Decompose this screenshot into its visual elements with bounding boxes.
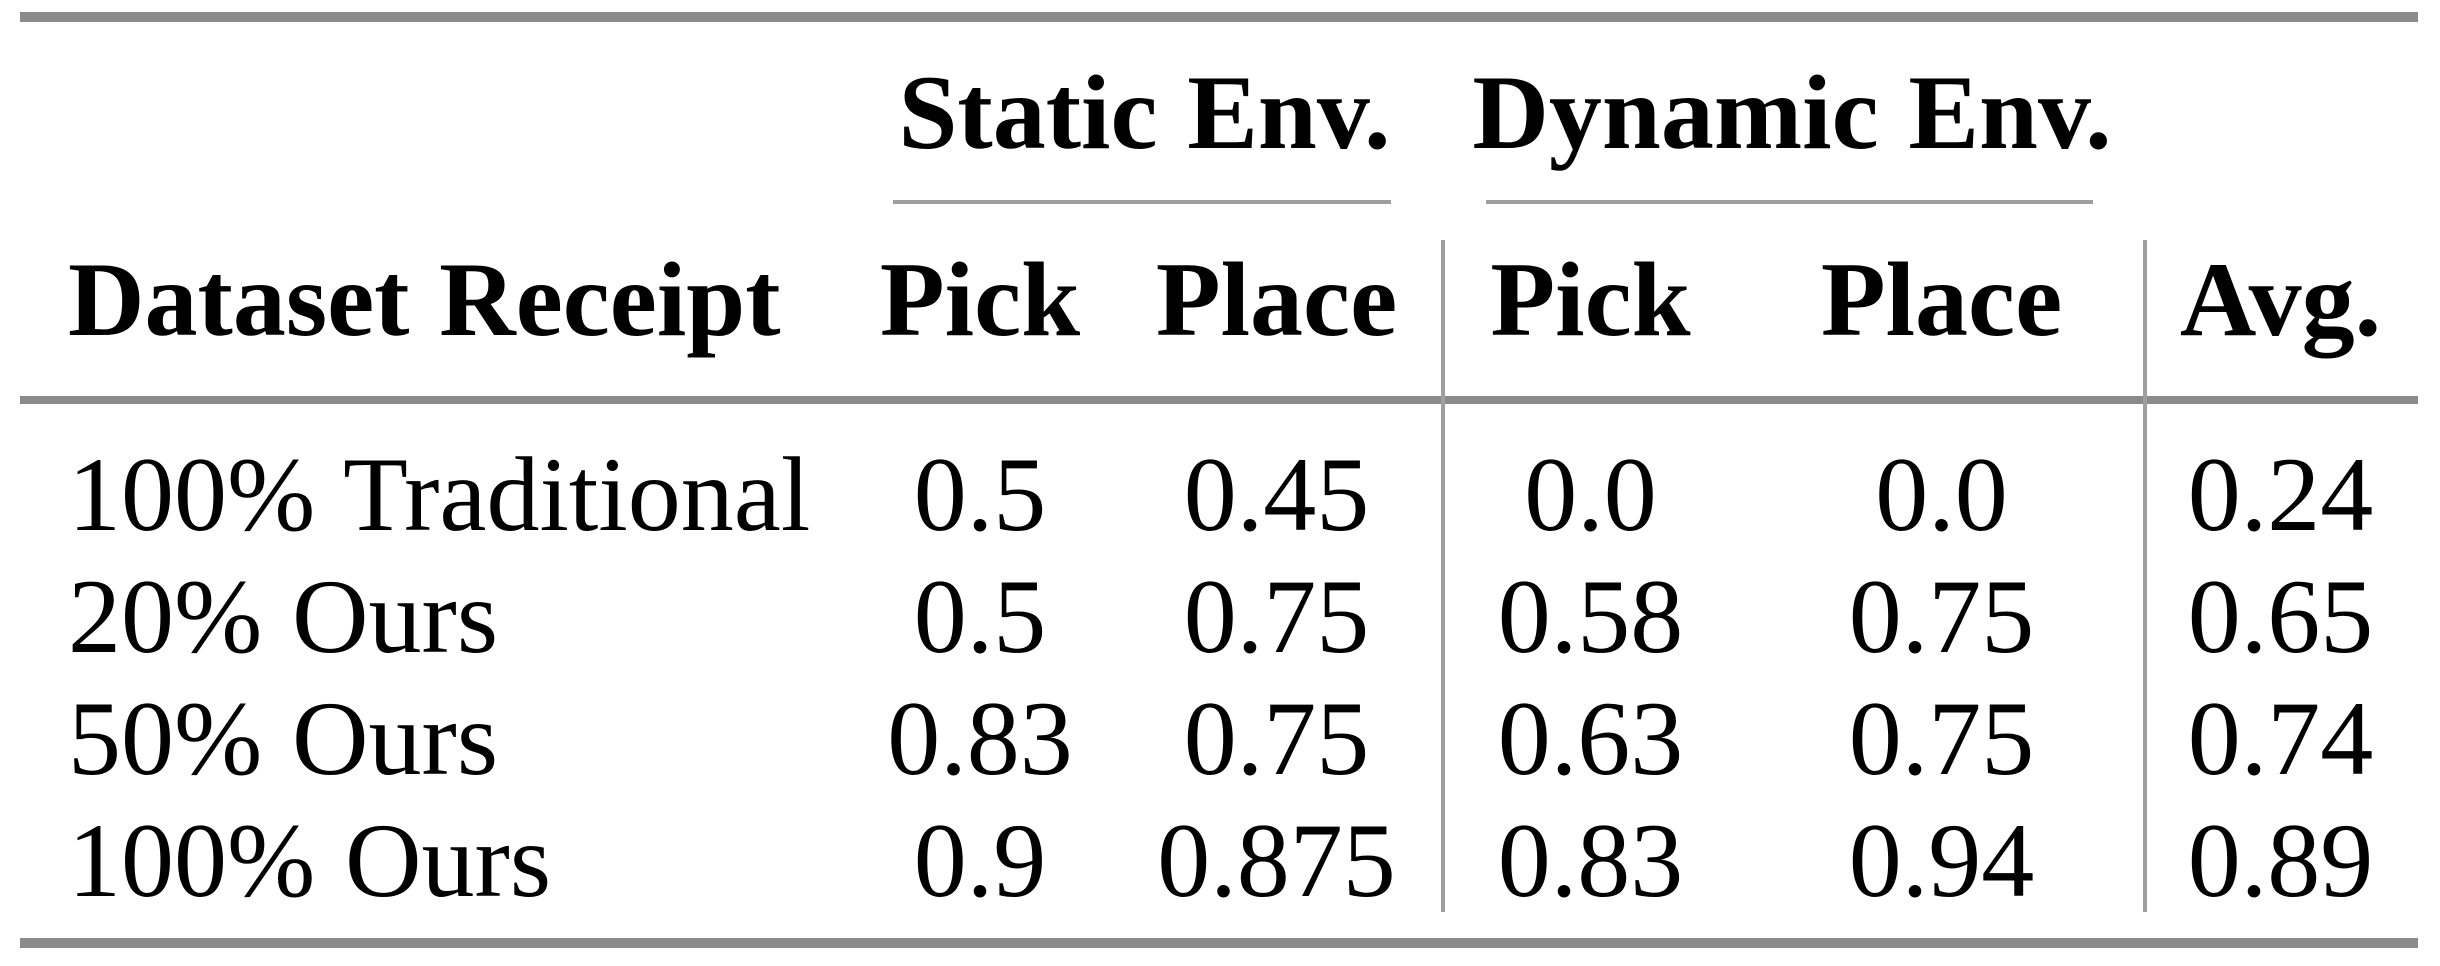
- cell-static-place: 0.75: [1183, 680, 1370, 797]
- cell-dynamic-place: 0.94: [1848, 802, 2035, 919]
- group-header-row: Static Env. Dynamic Env.: [20, 17, 2418, 204]
- cell-dynamic-pick: 0.0: [1524, 436, 1657, 553]
- table-row: 100% Traditional 0.5 0.45 0.0 0.0 0.24: [20, 400, 2418, 556]
- col-header-static-pick: Pick: [848, 204, 1112, 404]
- row-label: 20% Ours: [68, 558, 499, 675]
- static-env-cmidrule: [893, 200, 1391, 204]
- cell-static-pick: 0.5: [913, 436, 1047, 553]
- row-label: 100% Traditional: [68, 436, 811, 553]
- static-env-label: Static Env.: [898, 54, 1391, 171]
- column-header-row: Dataset Receipt Pick Place Pick Place Av…: [20, 204, 2418, 404]
- row-label: 50% Ours: [68, 680, 499, 797]
- column-divider-avg: [2143, 240, 2147, 912]
- col-header-dynamic-place: Place: [1740, 204, 2143, 404]
- col-header-dataset-receipt: Dataset Receipt: [20, 204, 848, 404]
- cell-static-pick: 0.9: [913, 802, 1047, 919]
- cell-dynamic-pick: 0.83: [1497, 802, 1684, 919]
- cell-static-place: 0.875: [1157, 802, 1396, 919]
- group-header-static-env: Static Env.: [848, 17, 1441, 204]
- group-header-spacer-right: [2143, 17, 2418, 204]
- cell-dynamic-place: 0.75: [1848, 680, 2035, 797]
- group-header-dynamic-env: Dynamic Env.: [1441, 17, 2143, 204]
- col-header-avg: Avg.: [2143, 204, 2418, 404]
- col-header-static-place: Place: [1112, 204, 1441, 404]
- cell-dynamic-pick: 0.63: [1497, 680, 1684, 797]
- cell-static-pick: 0.5: [913, 558, 1047, 675]
- col-header-dynamic-pick: Pick: [1441, 204, 1740, 404]
- cell-avg: 0.74: [2187, 680, 2374, 797]
- group-header-spacer-left: [20, 17, 848, 204]
- cell-avg: 0.89: [2187, 802, 2374, 919]
- table-row: 20% Ours 0.5 0.75 0.58 0.75 0.65: [20, 556, 2418, 678]
- cell-static-place: 0.45: [1183, 436, 1370, 553]
- table-row: 50% Ours 0.83 0.75 0.63 0.75 0.74: [20, 678, 2418, 800]
- cell-dynamic-place: 0.75: [1848, 558, 2035, 675]
- table-row: 100% Ours 0.9 0.875 0.83 0.94 0.89: [20, 800, 2418, 943]
- results-table: Static Env. Dynamic Env. Dataset Receipt…: [20, 12, 2418, 948]
- dynamic-env-label: Dynamic Env.: [1472, 54, 2112, 171]
- cell-dynamic-pick: 0.58: [1497, 558, 1684, 675]
- cell-avg: 0.24: [2187, 436, 2374, 553]
- cell-dynamic-place: 0.0: [1875, 436, 2008, 553]
- row-label: 100% Ours: [68, 802, 552, 919]
- cell-static-place: 0.75: [1183, 558, 1370, 675]
- cell-avg: 0.65: [2187, 558, 2374, 675]
- cell-static-pick: 0.83: [887, 680, 1073, 797]
- dynamic-env-cmidrule: [1486, 200, 2093, 204]
- column-divider-static-dynamic: [1441, 240, 1445, 912]
